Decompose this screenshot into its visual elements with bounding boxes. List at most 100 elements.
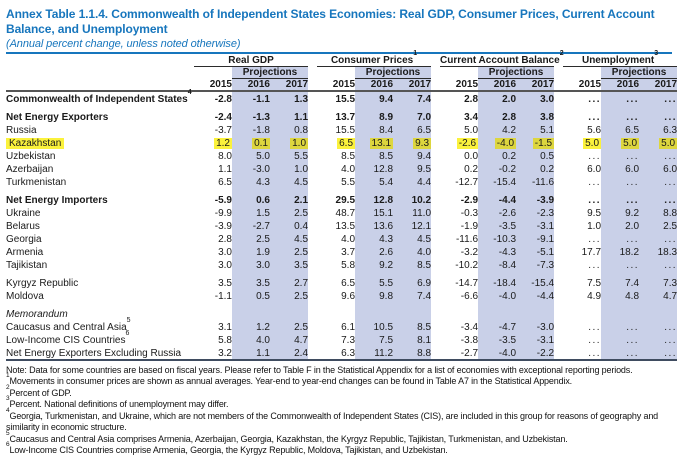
- value-cell: 3.4: [464, 112, 479, 123]
- row-label: Uzbekistan: [6, 151, 56, 162]
- value-cell: -3.8: [460, 335, 479, 346]
- gap-cell: [355, 188, 394, 193]
- value-cell: [393, 307, 432, 320]
- spacer-cell: [554, 289, 563, 302]
- value-cell: 1.1: [232, 346, 270, 361]
- value-cell: 5.0: [464, 125, 479, 136]
- value-cell: 3.5: [270, 258, 309, 271]
- value-cell: 8.0: [218, 151, 232, 162]
- value-cell: 5.0: [232, 149, 270, 162]
- year-header: 2016: [478, 78, 517, 92]
- value-cell: 5.0: [563, 136, 602, 149]
- footnote-marker: 1: [413, 50, 418, 57]
- gap-cell: [355, 105, 394, 110]
- value-cell: -2.8: [214, 94, 232, 105]
- spacer-cell: [554, 232, 563, 245]
- year-header: 2015: [563, 78, 602, 92]
- value-cell: ...: [588, 234, 602, 245]
- value-cell: 2.8: [478, 110, 517, 123]
- value-cell: 2.7: [270, 276, 309, 289]
- value-cell: [232, 307, 270, 320]
- spacer-cell: [431, 78, 441, 92]
- spacer-cell: [554, 123, 563, 136]
- value-cell: -5.1: [516, 245, 555, 258]
- value-cell: -0.3: [460, 208, 479, 219]
- spacer-cell: [554, 136, 563, 149]
- gap-cell: [270, 105, 309, 110]
- gap-cell: [232, 302, 270, 307]
- value-cell: 5.8: [341, 260, 356, 271]
- value-cell: -3.1: [516, 219, 555, 232]
- value-cell: 9.4: [355, 91, 394, 105]
- value-cell: 29.5: [335, 195, 356, 206]
- value-cell: -8.4: [478, 258, 517, 271]
- spacer-cell: [431, 193, 440, 206]
- value-cell: 8.4: [355, 123, 394, 136]
- value-cell: -1.9: [460, 221, 479, 232]
- value-cell: 5.6: [587, 125, 602, 136]
- value-cell: -2.7: [440, 346, 479, 361]
- value-cell: 1.0: [270, 136, 309, 149]
- value-cell: 12.8: [355, 193, 394, 206]
- value-cell: 7.5: [587, 278, 602, 289]
- value-cell: -18.4: [478, 276, 517, 289]
- value-cell: -3.9: [516, 193, 555, 206]
- value-cell: -0.2: [478, 162, 517, 175]
- gap-cell: [639, 271, 678, 276]
- value-cell: 9.4: [393, 149, 432, 162]
- year-header: 2017: [516, 78, 555, 92]
- row-label: Tajikistan: [6, 260, 48, 271]
- value-cell: -1.1: [214, 291, 232, 302]
- value-cell: -11.6: [516, 175, 555, 188]
- value-cell: 8.5: [393, 320, 432, 333]
- value-cell: -4.4: [478, 193, 517, 206]
- row-label: Kazakhstan: [6, 136, 194, 149]
- group-header-consumer-prices: Consumer Prices1: [317, 50, 432, 67]
- value-cell: 2.4: [270, 346, 309, 361]
- value-cell: ...: [639, 175, 678, 188]
- spacer-cell: [431, 219, 440, 232]
- spacer-cell: [554, 245, 563, 258]
- value-cell: 0.5: [516, 149, 555, 162]
- footnote-marker: 4: [187, 89, 192, 96]
- value-cell: -2.4: [214, 112, 232, 123]
- value-cell: 18.3: [639, 245, 678, 258]
- value-cell: 6.3: [317, 346, 356, 361]
- value-cell: 10.2: [393, 193, 432, 206]
- value-cell: 3.8: [516, 110, 555, 123]
- value-cell: 5.0: [601, 136, 640, 149]
- value-cell: 5.5: [355, 276, 394, 289]
- value-cell: 2.5: [232, 232, 270, 245]
- value-cell: 8.9: [355, 110, 394, 123]
- value-cell: 13.5: [335, 221, 356, 232]
- value-cell: [478, 307, 517, 320]
- value-cell: ...: [588, 112, 602, 123]
- value-cell: [270, 307, 309, 320]
- gap-cell: [393, 105, 432, 110]
- gap-cell: [478, 271, 517, 276]
- year-header: 2017: [270, 78, 309, 92]
- year-header: 2015: [317, 78, 356, 92]
- footnote-3: 3Percent. National definitions of unempl…: [6, 395, 229, 410]
- value-cell: -5.9: [214, 195, 232, 206]
- value-cell: -3.1: [516, 333, 555, 346]
- value-cell: 7.3: [639, 276, 678, 289]
- year-header: 2016: [601, 78, 640, 92]
- spacer-cell: [431, 110, 440, 123]
- value-cell: 0.4: [270, 219, 309, 232]
- value-cell: 1.1: [218, 164, 232, 175]
- footnote-marker: 1: [6, 372, 10, 380]
- value-cell: 1.0: [587, 221, 602, 232]
- value-cell: 4.5: [270, 232, 309, 245]
- value-cell: 15.5: [335, 125, 356, 136]
- value-cell: -2.3: [516, 206, 555, 219]
- value-cell: ...: [601, 333, 640, 346]
- value-cell: ...: [588, 94, 602, 105]
- spacer-cell: [308, 232, 317, 245]
- spacer-cell: [308, 162, 317, 175]
- highlight: -1.5: [532, 138, 555, 149]
- table-row-memorandum: Memorandum: [6, 307, 678, 320]
- value-cell: -11.6: [455, 234, 479, 245]
- gap-row: [6, 271, 678, 276]
- value-cell: 2.0: [478, 91, 517, 105]
